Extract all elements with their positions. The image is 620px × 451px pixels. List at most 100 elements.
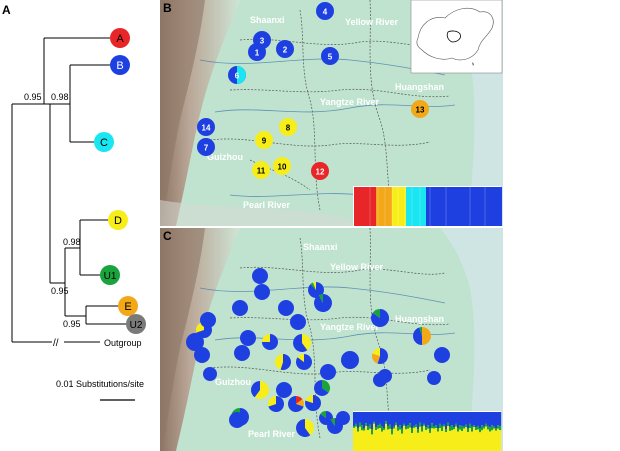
population-pie	[434, 347, 450, 363]
bar-segment	[439, 412, 442, 424]
bar-segment	[433, 426, 436, 429]
bar-segment	[403, 412, 406, 424]
population-pie	[427, 371, 441, 385]
bar-segment	[423, 412, 426, 424]
population-pie	[378, 369, 392, 383]
bar-segment	[497, 428, 500, 451]
bar-segment	[427, 425, 430, 429]
label-yangtze-river: Yangtze River	[320, 97, 380, 107]
bar-segment	[437, 427, 440, 432]
bar-segment	[419, 426, 422, 451]
bar-segment	[473, 412, 476, 426]
bar-segment	[411, 427, 414, 434]
bar-segment	[431, 423, 434, 429]
clade-e-node: E	[118, 296, 138, 316]
bar-segment	[465, 427, 468, 451]
bar-segment	[357, 412, 360, 428]
china-inset-map	[410, 0, 503, 74]
bar-segment	[499, 412, 502, 426]
bar-segment	[389, 424, 392, 429]
bar-segment	[393, 426, 396, 429]
bar-segment	[497, 425, 500, 429]
bar-segment	[435, 412, 438, 426]
bar-segment	[431, 412, 434, 424]
bar-segment	[363, 430, 366, 451]
bar-segment	[425, 430, 428, 451]
population-pie	[313, 380, 330, 396]
bar-segment	[469, 412, 472, 424]
bar-segment	[477, 412, 480, 426]
bar-segment	[491, 430, 494, 451]
bar-segment	[445, 412, 448, 430]
bar-segment	[401, 433, 404, 451]
bar-segment	[393, 428, 396, 451]
bar-segment	[405, 412, 408, 427]
bar-segment	[441, 412, 444, 426]
bar-segment	[467, 428, 470, 433]
bar-segment	[405, 429, 408, 451]
bar-segment	[465, 412, 468, 425]
bar-segment	[407, 412, 410, 426]
site-number: 12	[316, 168, 325, 177]
bar-segment	[376, 187, 392, 226]
site-number: 7	[204, 144, 209, 153]
bar-segment	[385, 412, 388, 422]
site-11: 11	[252, 161, 270, 179]
bar-segment	[359, 422, 362, 427]
label-pearl-river: Pearl River	[248, 429, 296, 439]
bar-segment	[425, 427, 428, 431]
bar-segment	[399, 425, 402, 430]
site-number: 2	[283, 46, 288, 55]
bar-segment	[401, 428, 404, 434]
pie-charts	[186, 268, 450, 437]
bar-segment	[409, 427, 412, 451]
bar-segment	[475, 427, 478, 431]
population-pie	[288, 396, 304, 412]
bar-segment	[415, 427, 418, 451]
bar-segment	[367, 412, 370, 427]
bar-segment	[447, 412, 450, 423]
label-yellow-river: Yellow River	[330, 262, 384, 272]
bar-segment	[449, 412, 452, 427]
bar-segment	[441, 425, 444, 432]
bar-segment	[387, 429, 390, 451]
bar-segment	[381, 426, 384, 432]
bar-segment	[381, 431, 384, 451]
bar-segment	[495, 430, 498, 451]
bar-segment	[413, 425, 416, 428]
clade-label: U1	[104, 271, 117, 282]
bar-segment	[447, 426, 450, 451]
bar-segment	[461, 431, 464, 451]
bar-segment	[473, 427, 476, 451]
site-number: 1	[255, 49, 260, 58]
bar-segment	[453, 412, 456, 428]
site-number: 11	[257, 167, 266, 176]
site-number: 6	[235, 72, 240, 81]
bar-segment	[471, 431, 474, 451]
bar-segment	[493, 412, 496, 427]
bar-segment	[391, 434, 394, 451]
panel-c-letter: C	[163, 229, 172, 243]
population-pie	[371, 348, 388, 364]
bar-segment	[392, 187, 406, 226]
bar-segment	[417, 429, 420, 433]
population-pie	[290, 314, 306, 330]
label-huangshan: Huangshan	[395, 82, 444, 92]
site-number: 8	[286, 124, 291, 133]
bar-segment	[383, 429, 386, 451]
clade-label: D	[114, 215, 122, 227]
bar-segment	[487, 425, 490, 430]
population-pie	[203, 367, 217, 381]
bar-segment	[377, 425, 380, 429]
bar-segment	[493, 428, 496, 451]
bar-segment	[401, 412, 404, 429]
bar-segment	[365, 412, 368, 424]
structure-bar-plot-c	[353, 411, 502, 451]
bar-segment	[373, 412, 376, 422]
support-value: 0.95	[63, 319, 81, 329]
bar-segment	[427, 428, 430, 451]
branch-break-mark: //	[53, 338, 59, 349]
bar-segment	[443, 412, 446, 425]
bar-segment	[489, 412, 492, 428]
bar-segment	[469, 428, 472, 451]
